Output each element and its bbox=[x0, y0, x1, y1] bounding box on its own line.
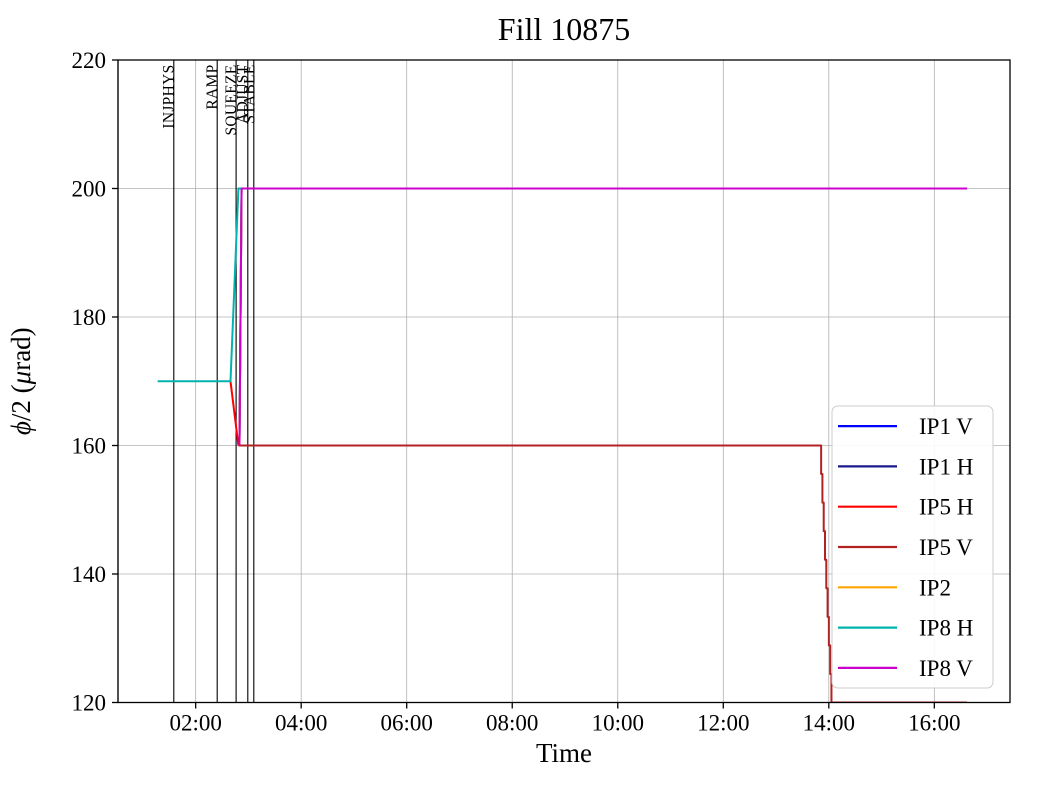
svg-text:IP8 H: IP8 H bbox=[919, 616, 973, 641]
svg-text:180: 180 bbox=[72, 305, 107, 330]
svg-text:12:00: 12:00 bbox=[697, 711, 749, 736]
svg-text:STABLE: STABLE bbox=[241, 64, 258, 123]
svg-text:Time: Time bbox=[536, 738, 592, 768]
svg-text:16:00: 16:00 bbox=[908, 711, 960, 736]
svg-text:ϕ/2 (μrad): ϕ/2 (μrad) bbox=[6, 327, 36, 435]
svg-text:02:00: 02:00 bbox=[169, 711, 221, 736]
svg-text:120: 120 bbox=[72, 691, 107, 716]
svg-text:140: 140 bbox=[72, 562, 107, 587]
svg-text:IP5 H: IP5 H bbox=[919, 495, 973, 520]
svg-text:04:00: 04:00 bbox=[275, 711, 327, 736]
svg-text:Fill 10875: Fill 10875 bbox=[498, 11, 630, 47]
svg-text:14:00: 14:00 bbox=[803, 711, 855, 736]
svg-text:220: 220 bbox=[72, 48, 107, 73]
svg-text:10:00: 10:00 bbox=[592, 711, 644, 736]
svg-text:INJPHYS: INJPHYS bbox=[161, 65, 178, 129]
svg-text:IP1 V: IP1 V bbox=[919, 414, 973, 439]
svg-text:IP5 V: IP5 V bbox=[919, 535, 973, 560]
svg-text:IP8 V: IP8 V bbox=[919, 656, 973, 681]
svg-text:IP1 H: IP1 H bbox=[919, 454, 973, 479]
svg-text:08:00: 08:00 bbox=[486, 711, 538, 736]
svg-text:200: 200 bbox=[72, 177, 107, 202]
svg-text:IP2: IP2 bbox=[919, 575, 951, 600]
svg-text:160: 160 bbox=[72, 434, 107, 459]
svg-text:06:00: 06:00 bbox=[381, 711, 433, 736]
svg-text:RAMP: RAMP bbox=[204, 65, 221, 110]
